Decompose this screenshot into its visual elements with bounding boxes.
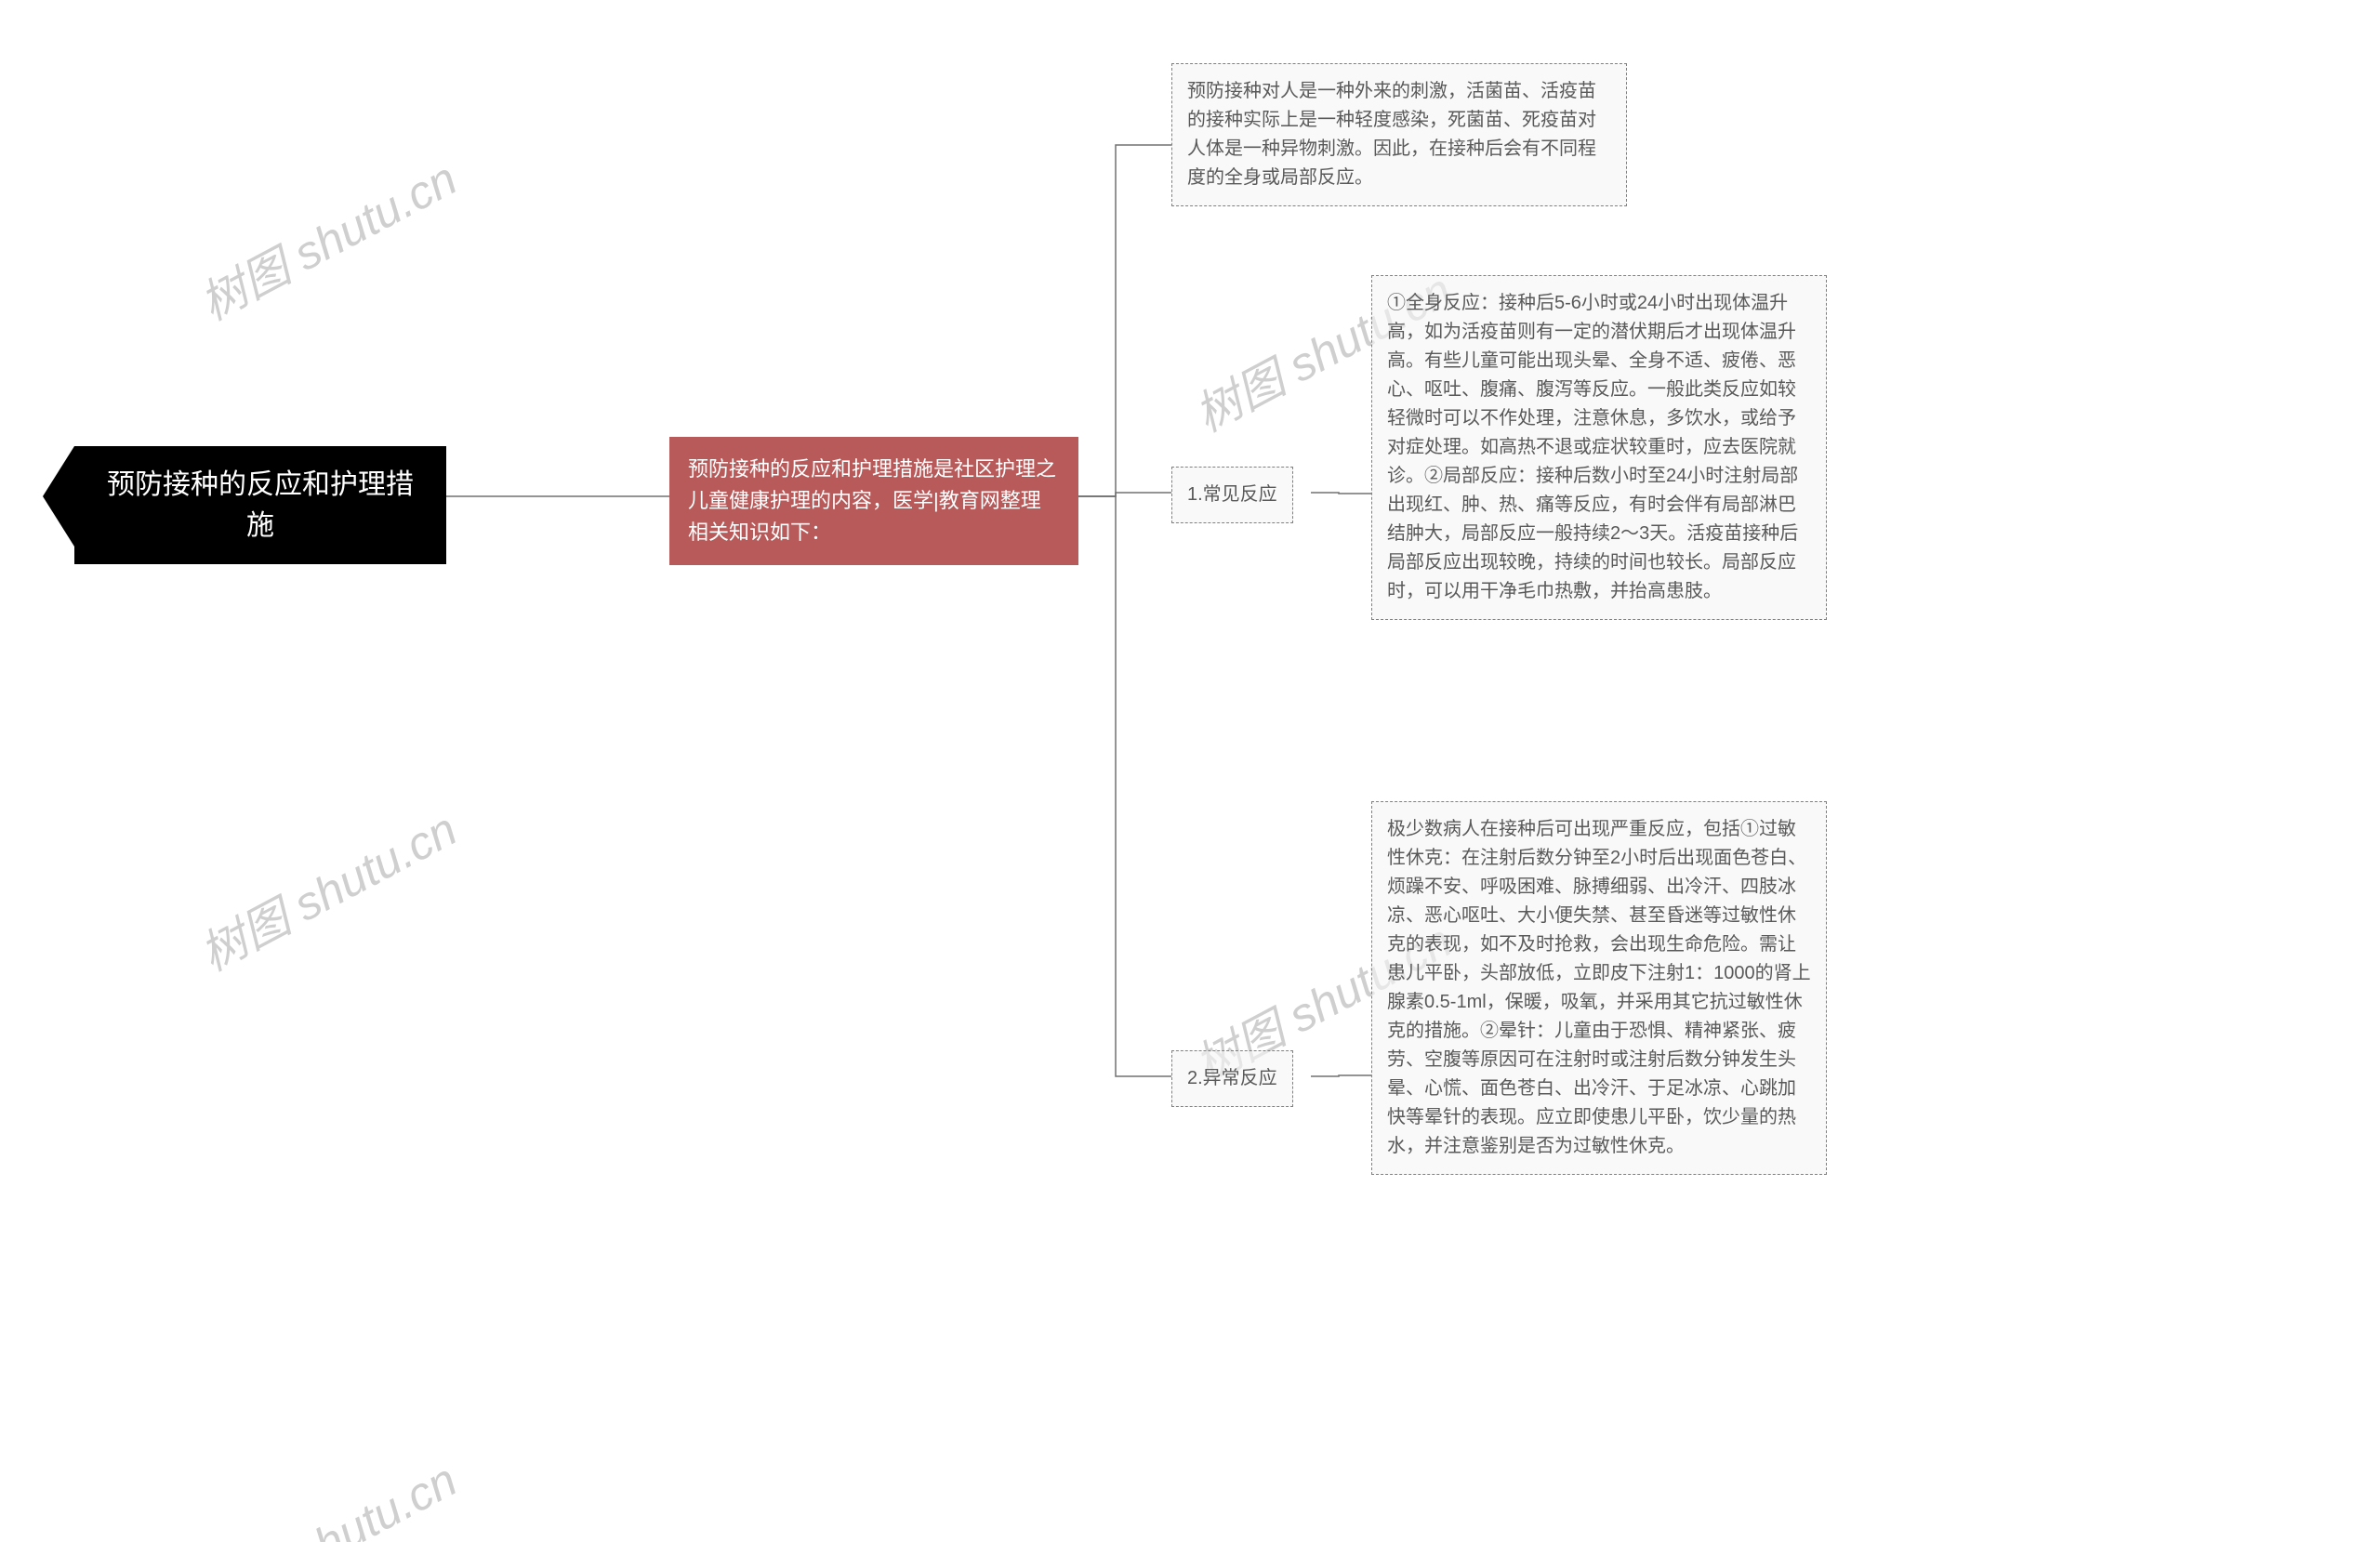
level3-text: ①全身反应：接种后5-6小时或24小时出现体温升高，如为活疫苗则有一定的潜伏期后… (1387, 293, 1798, 601)
level2-label: 1.常见反应 (1187, 484, 1277, 505)
level1-node[interactable]: 预防接种的反应和护理措施是社区护理之儿童健康护理的内容，医学|教育网整理相关知识… (669, 437, 1078, 565)
mindmap-canvas: 树图 shutu.cn 树图 shutu.cn 树图 shutu.cn 树图 s… (0, 0, 2380, 1542)
edge (1311, 493, 1371, 494)
level3-node-intro[interactable]: 预防接种对人是一种外来的刺激，活菌苗、活疫苗的接种实际上是一种轻度感染，死菌苗、… (1171, 63, 1627, 206)
level1-label: 预防接种的反应和护理措施是社区护理之儿童健康护理的内容，医学|教育网整理相关知识… (688, 457, 1056, 544)
level3-text: 预防接种对人是一种外来的刺激，活菌苗、活疫苗的接种实际上是一种轻度感染，死菌苗、… (1187, 81, 1596, 188)
root-node[interactable]: 预防接种的反应和护理措施 (74, 446, 446, 564)
edge (1078, 493, 1171, 496)
level3-node-abnormal-detail[interactable]: 极少数病人在接种后可出现严重反应，包括①过敏性休克：在注射后数分钟至2小时后出现… (1371, 801, 1827, 1175)
edge (1311, 1075, 1371, 1076)
level2-node-common[interactable]: 1.常见反应 (1171, 467, 1293, 523)
edge-layer (0, 0, 2380, 1542)
edge (1078, 145, 1171, 496)
level2-node-abnormal[interactable]: 2.异常反应 (1171, 1050, 1293, 1107)
level3-text: 极少数病人在接种后可出现严重反应，包括①过敏性休克：在注射后数分钟至2小时后出现… (1387, 819, 1811, 1156)
watermark: 树图 shutu.cn (187, 1443, 467, 1542)
root-label: 预防接种的反应和护理措施 (107, 469, 414, 541)
level3-node-common-detail[interactable]: ①全身反应：接种后5-6小时或24小时出现体温升高，如为活疫苗则有一定的潜伏期后… (1371, 275, 1827, 620)
watermark: 树图 shutu.cn (187, 142, 467, 334)
watermark: 树图 shutu.cn (187, 793, 467, 984)
edge (1078, 496, 1171, 1076)
level2-label: 2.异常反应 (1187, 1068, 1277, 1088)
watermark: 树图 shutu.cn (1182, 1518, 1461, 1542)
